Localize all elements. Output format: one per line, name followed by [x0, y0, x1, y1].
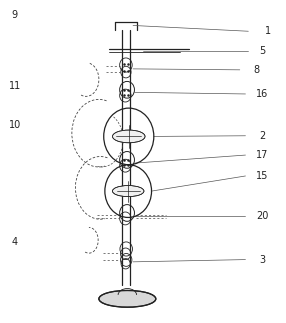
Text: 8: 8	[254, 65, 260, 75]
Text: 20: 20	[256, 211, 269, 221]
Text: 1: 1	[265, 26, 271, 36]
Text: 2: 2	[259, 131, 266, 141]
Text: 4: 4	[12, 237, 18, 247]
Text: 17: 17	[256, 150, 269, 160]
Ellipse shape	[112, 130, 145, 143]
Text: 16: 16	[257, 89, 269, 99]
Text: 10: 10	[9, 120, 21, 130]
Text: 5: 5	[259, 46, 266, 56]
Text: 15: 15	[256, 171, 269, 181]
Text: 3: 3	[259, 255, 266, 265]
Text: 9: 9	[12, 10, 18, 20]
Ellipse shape	[99, 290, 156, 307]
Ellipse shape	[112, 185, 144, 197]
Text: 11: 11	[9, 81, 21, 91]
